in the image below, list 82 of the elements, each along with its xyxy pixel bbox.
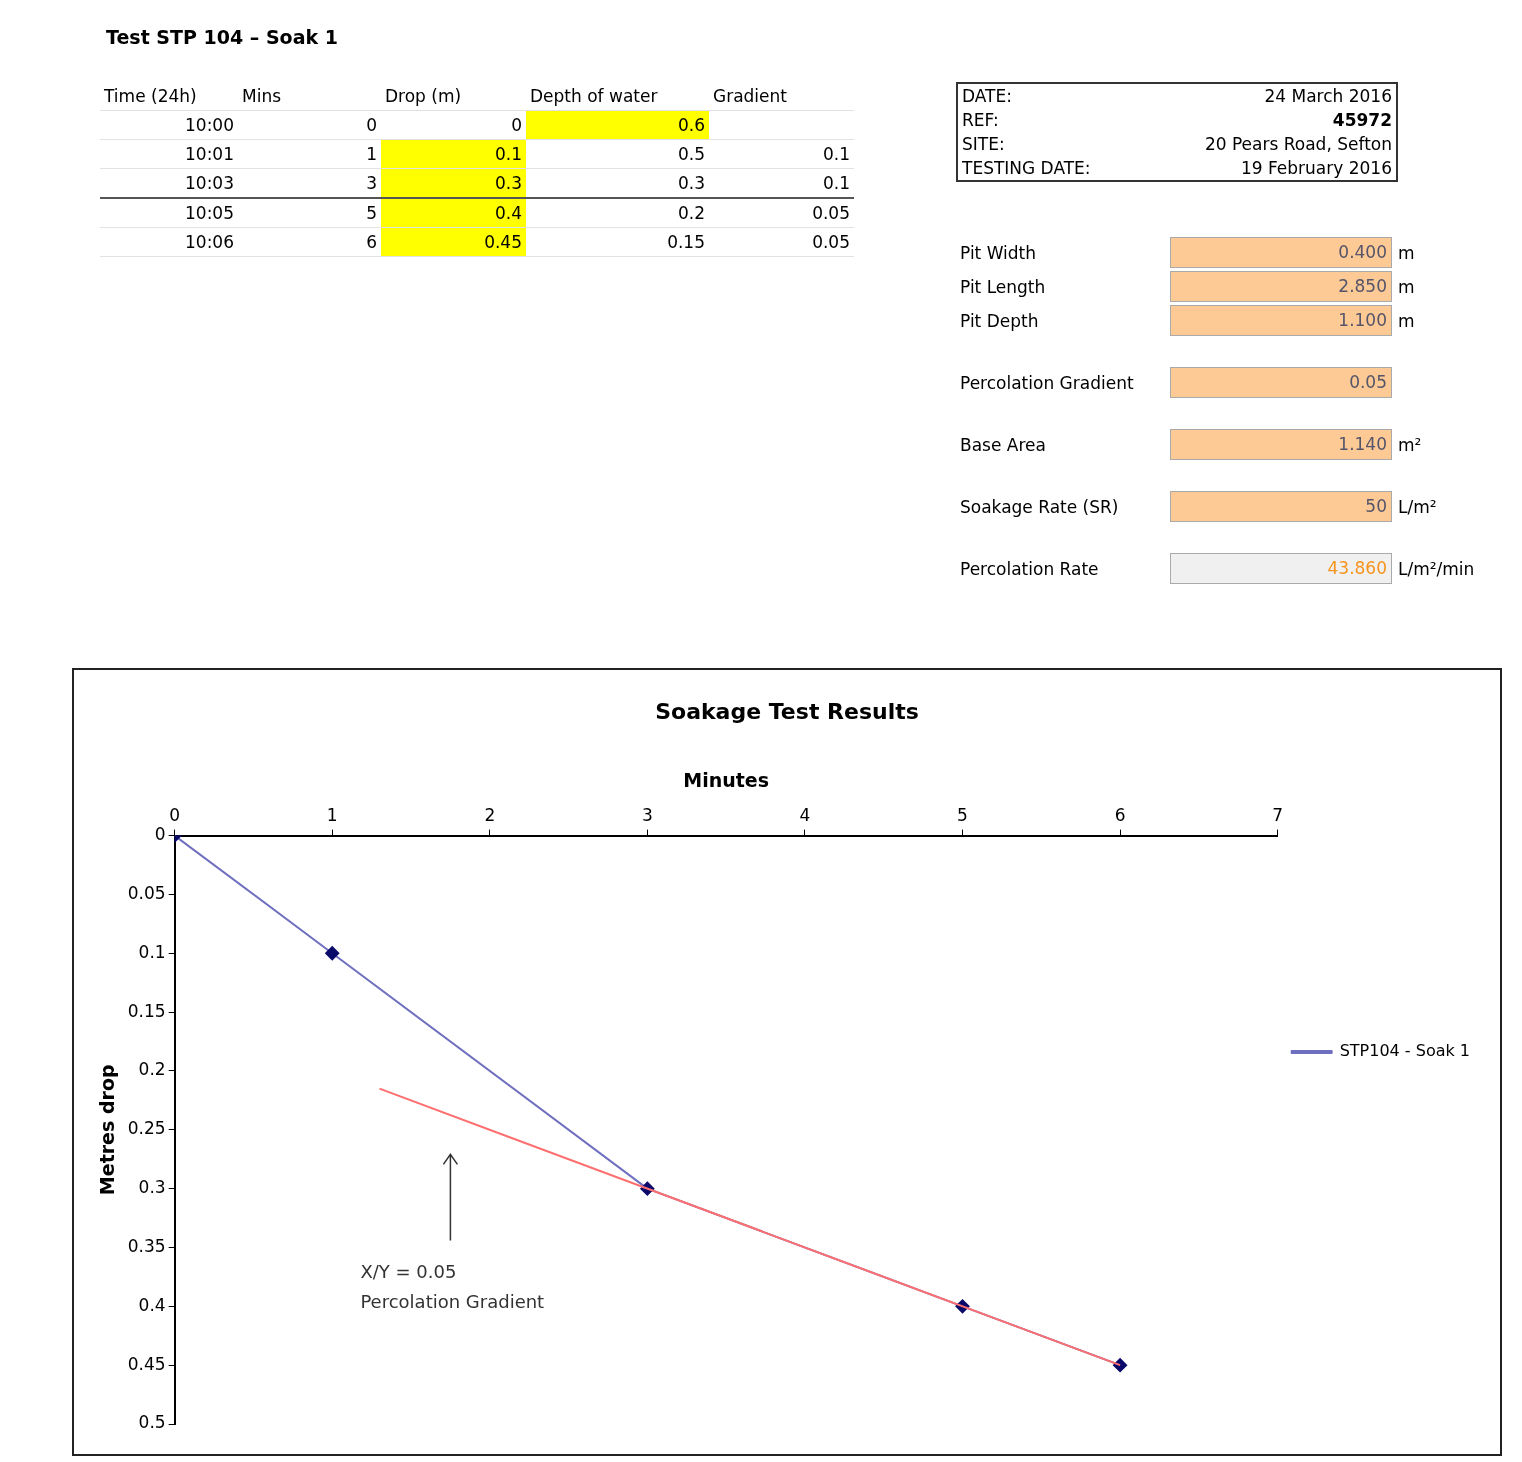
text: m (1398, 310, 1415, 331)
category-label: SITE: (962, 134, 1005, 154)
text: 0 (511, 115, 522, 135)
text: 2.850 (1338, 276, 1387, 296)
text: 5 (366, 203, 377, 223)
y-tick-label: 0.3 (138, 1177, 166, 1198)
category-label: Percolation Gradient (960, 372, 1134, 393)
y-tick-label: 0.45 (127, 1353, 166, 1374)
text: 0.3 (677, 173, 705, 193)
x-tick-label: 5 (957, 804, 968, 825)
x-tick-label: 0 (169, 804, 181, 825)
text: 0.15 (667, 232, 705, 252)
category-label: Time (24h) (100, 82, 238, 111)
text: m (1398, 276, 1415, 297)
text: 1.100 (1338, 310, 1387, 330)
text: 0.1 (494, 144, 522, 164)
category-label: Drop (m) (381, 82, 526, 111)
text: 1.140 (1338, 434, 1387, 454)
y-tick-label: 0.5 (138, 1412, 166, 1433)
text: 0.400 (1338, 242, 1387, 262)
text: 0.05 (812, 203, 850, 223)
x-tick-label: 7 (1272, 804, 1284, 825)
y-tick-label: 0.15 (127, 1000, 166, 1021)
text: L/m² (1398, 496, 1437, 517)
category-label: Gradient (709, 82, 854, 111)
y-tick-label: 0.05 (127, 882, 166, 903)
text: 0.4 (494, 203, 522, 223)
text: 10:06 (185, 232, 234, 252)
y-tick-label: 0.35 (127, 1235, 166, 1256)
text: m (1398, 242, 1415, 263)
text: 10:03 (185, 173, 234, 193)
y-tick-label: 0 (154, 824, 166, 845)
text: 0.05 (1349, 372, 1387, 392)
y-tick-label: 0.2 (138, 1059, 166, 1080)
text: 45972 (1332, 110, 1392, 130)
chart-title: Soakage Test Results (655, 698, 919, 724)
legend-label: STP104 - Soak 1 (1339, 1041, 1470, 1061)
category-label: Base Area (960, 434, 1046, 455)
x-tick-label: 4 (799, 804, 811, 825)
category-label: Percolation Rate (960, 558, 1099, 579)
category-label: Pit Length (960, 276, 1046, 297)
text: 10:00 (185, 115, 234, 135)
y-tick-label: 0.1 (138, 941, 166, 962)
x-tick-label: 3 (641, 804, 653, 825)
text: 19 February 2016 (1240, 158, 1392, 178)
text: 0 (366, 115, 377, 135)
category-label: DATE: (962, 86, 1012, 106)
annotation: X/Y = 0.05 Percolation Gradient (360, 1261, 545, 1313)
text: 10:05 (185, 203, 234, 223)
text: 0.05 (812, 232, 850, 252)
text: 0.3 (494, 173, 522, 193)
text: 0.5 (677, 144, 705, 164)
text: 43.860 (1327, 558, 1387, 578)
text: 0.6 (677, 115, 705, 135)
category-label: Pit Width (960, 242, 1037, 263)
category-label: Pit Depth (960, 310, 1039, 331)
y-tick-label: 0.4 (138, 1294, 166, 1315)
text: 0.1 (822, 173, 850, 193)
text: 0.2 (677, 203, 705, 223)
text: 0.1 (822, 144, 850, 164)
text: 0.45 (484, 232, 522, 252)
text: 1 (366, 144, 377, 164)
text: 10:01 (185, 144, 234, 164)
text: 3 (366, 173, 377, 193)
x-tick-label: 2 (484, 804, 496, 825)
category-label: Depth of water (526, 82, 709, 111)
category-label: Soakage Rate (SR) (960, 496, 1119, 517)
text: m² (1398, 434, 1422, 455)
category-label: TESTING DATE: (962, 158, 1091, 178)
x-axis-title: Minutes (683, 768, 770, 791)
category-label: REF: (962, 110, 999, 130)
text: 50 (1365, 496, 1387, 516)
text: 20 Pears Road, Sefton (1204, 134, 1392, 154)
y-tick-label: 0.25 (127, 1118, 166, 1139)
category-label: Mins (238, 82, 381, 111)
y-axis-title: Metres drop (96, 1064, 119, 1196)
text: Test STP 104 – Soak 1 (105, 25, 339, 50)
text: 6 (366, 232, 377, 252)
text: 24 March 2016 (1264, 86, 1392, 106)
x-tick-label: 6 (1114, 804, 1126, 825)
x-tick-label: 1 (326, 804, 338, 825)
text: L/m²/min (1398, 558, 1475, 579)
